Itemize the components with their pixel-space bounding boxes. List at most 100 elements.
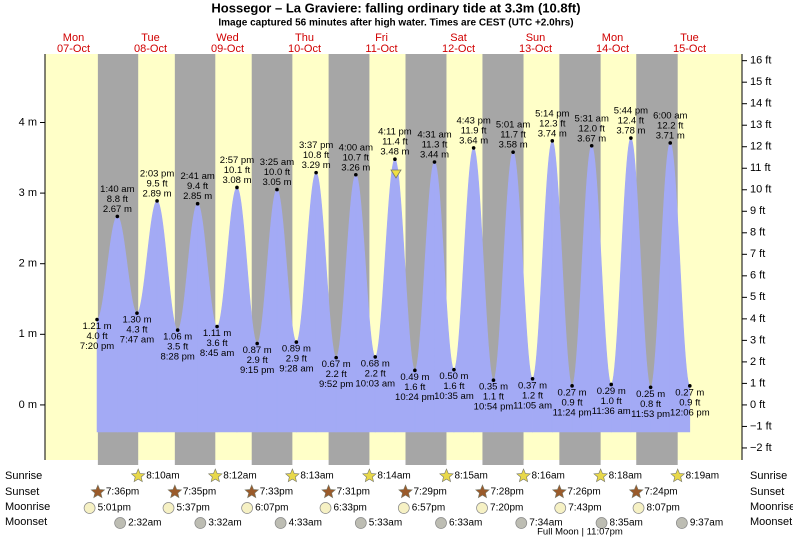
tide-point bbox=[609, 382, 614, 387]
tide-label: 0.67 m bbox=[322, 359, 351, 370]
y2-tick-label: −2 ft bbox=[750, 442, 772, 454]
sunrise-time: 8:10am bbox=[146, 471, 179, 482]
tide-segment bbox=[96, 215, 118, 433]
tide-label: 10:54 pm bbox=[474, 402, 514, 413]
tide-label: 9.4 ft bbox=[187, 181, 208, 192]
moonrise-time: 5:37pm bbox=[177, 503, 210, 514]
y-tick-label: 3 m bbox=[19, 187, 37, 199]
moonrise-icon bbox=[476, 502, 488, 514]
tide-segment bbox=[650, 142, 671, 433]
y-tick-label: 2 m bbox=[19, 258, 37, 270]
tide-point bbox=[155, 199, 159, 203]
tide-segment bbox=[256, 188, 278, 433]
tide-label: 3.44 m bbox=[420, 150, 449, 161]
moonrise-time: 6:07pm bbox=[255, 503, 288, 514]
tide-point bbox=[668, 141, 673, 145]
tide-point bbox=[413, 368, 417, 373]
tide-point bbox=[294, 340, 299, 344]
tide-segment bbox=[571, 144, 592, 433]
row-label: Sunset bbox=[5, 486, 39, 498]
tide-label: 0.37 m bbox=[518, 380, 547, 391]
row-label: Moonset bbox=[750, 516, 792, 528]
tide-label: 3.6 ft bbox=[207, 338, 228, 349]
row-label: Moonset bbox=[5, 516, 47, 528]
y2-tick-label: 1 ft bbox=[750, 377, 765, 389]
tide-label: 12.2 ft bbox=[657, 120, 684, 131]
tide-point bbox=[175, 328, 180, 332]
tide-label: 0.25 m bbox=[636, 389, 665, 400]
day-name: Wed bbox=[216, 32, 238, 44]
tide-label: 0.87 m bbox=[243, 345, 272, 356]
y2-tick-label: 11 ft bbox=[750, 162, 771, 174]
tide-label: 3.05 m bbox=[262, 177, 291, 188]
tide-label: 9.5 ft bbox=[147, 178, 168, 189]
moonrise-time: 6:33pm bbox=[334, 503, 367, 514]
moonset-time: 4:33am bbox=[289, 518, 322, 529]
row-label: Moonrise bbox=[5, 501, 50, 513]
tide-label: 9:52 pm bbox=[319, 379, 353, 390]
moonset-icon bbox=[435, 517, 447, 529]
tide-label: 0.9 ft bbox=[679, 397, 700, 408]
sunrise-time: 8:13am bbox=[300, 471, 333, 482]
tide-label: 2.2 ft bbox=[326, 369, 347, 380]
tide-label: 2.67 m bbox=[103, 204, 132, 215]
tide-label: 5:44 pm bbox=[614, 106, 648, 117]
tide-label: 7:47 am bbox=[120, 335, 154, 346]
y2-tick-label: 0 ft bbox=[750, 399, 765, 411]
tide-segment bbox=[434, 161, 455, 433]
y2-tick-label: 13 ft bbox=[750, 119, 771, 131]
tide-segment bbox=[551, 139, 573, 433]
tide-point bbox=[432, 160, 437, 164]
moonset-icon bbox=[515, 517, 528, 529]
tide-label: 11:53 pm bbox=[631, 409, 670, 420]
tide-point bbox=[215, 324, 219, 329]
day-date: 07-Oct bbox=[57, 43, 90, 55]
moonrise-icon bbox=[632, 502, 645, 514]
tide-point bbox=[115, 214, 120, 219]
moonrise-icon bbox=[162, 502, 175, 514]
moonrise-icon bbox=[319, 502, 332, 514]
tide-segment bbox=[296, 171, 317, 433]
tide-label: 12.3 ft bbox=[539, 118, 566, 129]
row-label: Sunrise bbox=[750, 470, 787, 482]
sunset-icon bbox=[321, 484, 337, 499]
moonrise-icon bbox=[241, 502, 253, 514]
tide-label: 1.06 m bbox=[163, 332, 192, 343]
tide-label: 10.0 ft bbox=[264, 167, 291, 178]
tide-label: 1.6 ft bbox=[404, 382, 425, 393]
sunrise-time: 8:12am bbox=[223, 471, 256, 482]
moonset-icon bbox=[595, 517, 608, 529]
tide-label: 3.74 m bbox=[538, 128, 567, 139]
tide-label: 0.27 m bbox=[675, 387, 704, 398]
sunset-icon bbox=[167, 484, 183, 499]
sunset-time: 7:26pm bbox=[567, 487, 600, 498]
tide-label: 11:05 am bbox=[513, 400, 552, 411]
row-label: Moonrise bbox=[750, 501, 793, 513]
day-name: Tue bbox=[680, 32, 699, 44]
tide-label: 7:20 pm bbox=[80, 341, 114, 352]
tide-segment bbox=[355, 174, 376, 433]
moonset-time: 3:32am bbox=[208, 518, 241, 529]
tide-label: 3.64 m bbox=[459, 135, 488, 146]
tide-label: 3:37 pm bbox=[299, 140, 333, 151]
tide-label: 3.48 m bbox=[380, 147, 409, 158]
sunset-time: 7:35pm bbox=[183, 487, 216, 498]
tide-area bbox=[96, 137, 691, 433]
tide-segment bbox=[177, 203, 198, 433]
tide-label: 2.9 ft bbox=[286, 354, 307, 365]
tide-label: 0.89 m bbox=[282, 344, 311, 355]
day-date: 09-Oct bbox=[211, 43, 244, 55]
y2-tick-label: 6 ft bbox=[750, 270, 765, 282]
tide-label: 12.0 ft bbox=[578, 123, 605, 134]
tide-label: 2:03 pm bbox=[140, 168, 174, 179]
tide-segment bbox=[610, 137, 632, 433]
tide-segment bbox=[374, 158, 396, 433]
sunset-time: 7:28pm bbox=[490, 487, 523, 498]
sunset-icon bbox=[551, 484, 567, 499]
tide-segment bbox=[315, 171, 337, 433]
tide-label: 2.85 m bbox=[183, 191, 212, 202]
tide-label: 1.1 ft bbox=[483, 392, 504, 403]
tide-segment bbox=[216, 186, 238, 433]
y2-tick-label: 8 ft bbox=[750, 227, 765, 239]
tide-label: 0.8 ft bbox=[640, 399, 661, 410]
